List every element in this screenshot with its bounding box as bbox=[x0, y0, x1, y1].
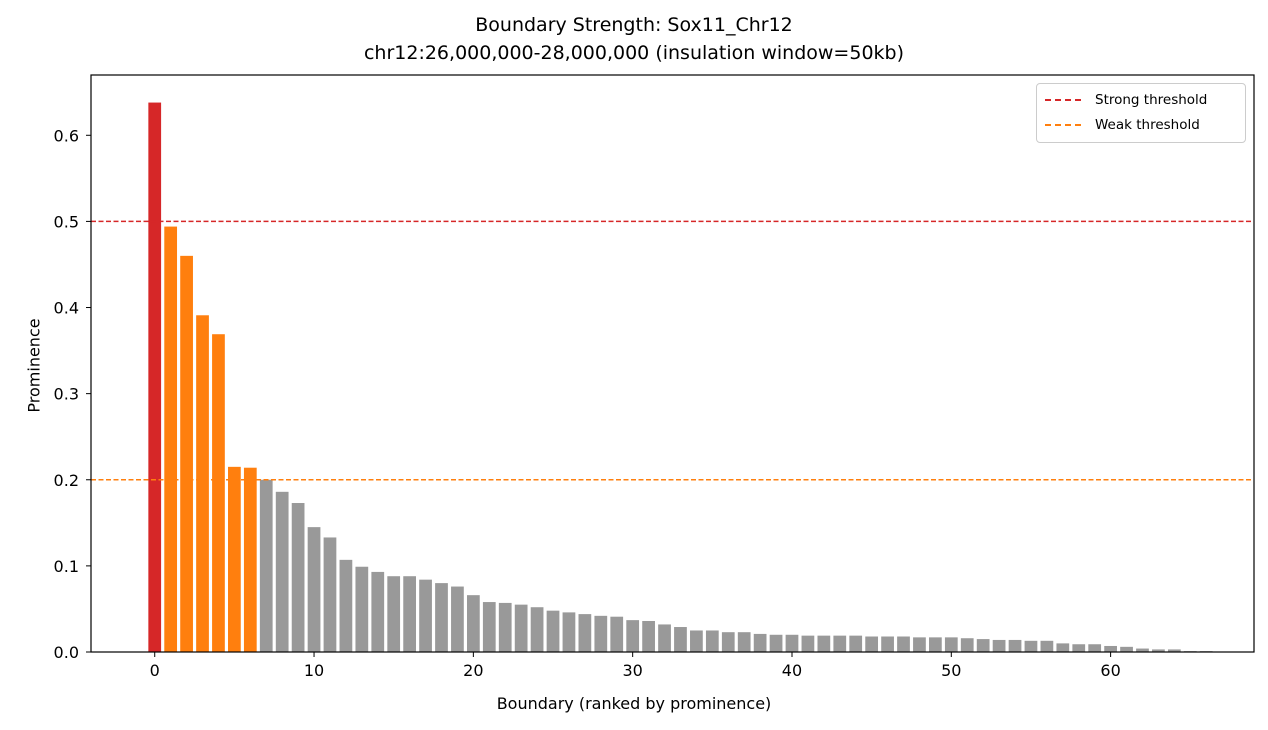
bar bbox=[833, 635, 847, 652]
legend: Strong threshold Weak threshold bbox=[1036, 83, 1246, 143]
x-tick-label: 40 bbox=[782, 661, 802, 680]
chart-subtitle: chr12:26,000,000-28,000,000 (insulation … bbox=[363, 42, 905, 64]
legend-item-strong: Strong threshold bbox=[1045, 90, 1207, 110]
bar bbox=[259, 479, 273, 652]
bar bbox=[897, 636, 910, 652]
y-tick-label: 0.4 bbox=[54, 299, 79, 318]
bar bbox=[243, 467, 257, 652]
axes-frame bbox=[90, 74, 1255, 653]
bar bbox=[849, 635, 863, 652]
bar bbox=[817, 635, 831, 652]
y-tick-label: 0.3 bbox=[54, 385, 79, 404]
chart-title: Boundary Strength: Sox11_Chr12 bbox=[475, 14, 793, 36]
bar bbox=[705, 630, 719, 652]
x-tick-label: 0 bbox=[150, 661, 160, 680]
bar bbox=[928, 637, 942, 652]
bar bbox=[451, 586, 464, 652]
bar bbox=[180, 255, 193, 652]
bar bbox=[658, 624, 671, 652]
bar bbox=[690, 630, 703, 652]
bar bbox=[1104, 645, 1117, 652]
bar bbox=[1088, 644, 1102, 652]
legend-item-weak: Weak threshold bbox=[1045, 115, 1200, 135]
bar bbox=[291, 503, 305, 652]
y-tick-label: 0.0 bbox=[54, 643, 79, 662]
bar bbox=[913, 637, 926, 652]
legend-label-weak: Weak threshold bbox=[1095, 117, 1200, 133]
bar bbox=[323, 537, 337, 652]
bar bbox=[578, 614, 592, 652]
bar bbox=[801, 635, 815, 652]
bar bbox=[1167, 649, 1181, 652]
bar bbox=[403, 576, 417, 652]
bar bbox=[1072, 644, 1086, 652]
bar bbox=[228, 466, 241, 652]
x-tick-label: 50 bbox=[941, 661, 961, 680]
bar bbox=[610, 616, 624, 652]
bar bbox=[1040, 640, 1054, 652]
bar bbox=[419, 579, 432, 652]
bar bbox=[976, 639, 990, 652]
bar bbox=[562, 612, 576, 652]
x-axis-label: Boundary (ranked by prominence) bbox=[496, 694, 772, 713]
x-tick-label: 60 bbox=[1100, 661, 1120, 680]
bar bbox=[881, 636, 894, 652]
bar bbox=[1024, 640, 1038, 652]
bar bbox=[721, 632, 735, 652]
bar bbox=[769, 634, 783, 652]
bar bbox=[642, 620, 655, 652]
bar bbox=[546, 610, 560, 652]
bar bbox=[1152, 649, 1165, 652]
bar bbox=[466, 595, 480, 652]
y-tick-label: 0.2 bbox=[54, 471, 79, 490]
bar bbox=[212, 334, 225, 652]
bar bbox=[148, 102, 162, 652]
bar bbox=[196, 315, 209, 652]
y-tick-label: 0.1 bbox=[54, 557, 79, 576]
bar bbox=[737, 632, 751, 652]
bar bbox=[865, 636, 879, 652]
x-tick-label: 20 bbox=[463, 661, 483, 680]
bar bbox=[164, 226, 178, 653]
bar bbox=[498, 602, 512, 652]
bar bbox=[753, 633, 767, 652]
bar bbox=[674, 627, 687, 652]
bar bbox=[992, 639, 1006, 652]
bar bbox=[626, 620, 640, 652]
bar bbox=[371, 571, 385, 652]
y-tick-label: 0.6 bbox=[54, 126, 79, 145]
y-axis-label: Prominence bbox=[24, 318, 44, 413]
bar bbox=[435, 583, 448, 652]
bar bbox=[530, 607, 544, 652]
bar bbox=[339, 559, 353, 652]
y-tick-label: 0.5 bbox=[54, 212, 79, 231]
bar bbox=[275, 491, 289, 652]
bar bbox=[514, 604, 528, 652]
bar bbox=[1008, 639, 1022, 652]
strong-threshold-swatch bbox=[1045, 99, 1081, 101]
bar bbox=[944, 637, 958, 652]
bar bbox=[594, 615, 608, 652]
x-tick-label: 10 bbox=[304, 661, 324, 680]
bar bbox=[387, 576, 401, 652]
bar bbox=[482, 602, 496, 652]
legend-label-strong: Strong threshold bbox=[1095, 92, 1208, 108]
bar bbox=[1136, 648, 1149, 652]
bar bbox=[785, 634, 799, 652]
bar bbox=[355, 566, 369, 652]
bar bbox=[307, 527, 321, 652]
bar bbox=[1056, 643, 1070, 652]
bar bbox=[960, 638, 974, 652]
weak-threshold-swatch bbox=[1045, 124, 1081, 126]
bar bbox=[1120, 646, 1133, 652]
x-tick-label: 30 bbox=[622, 661, 642, 680]
